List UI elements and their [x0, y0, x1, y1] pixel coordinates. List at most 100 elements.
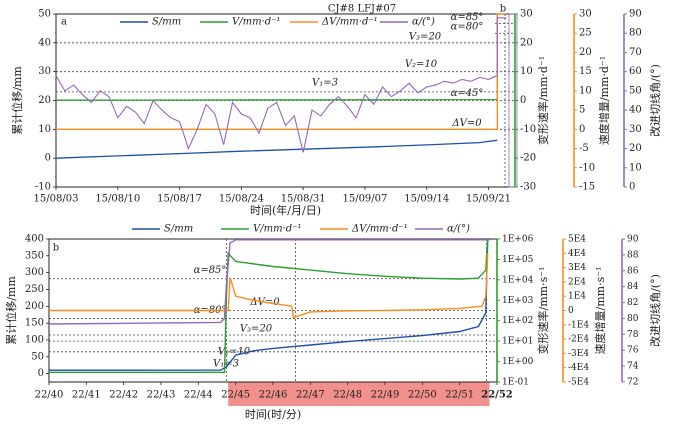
panel-b-axis-V-tick-label-5: 1E+04 — [502, 275, 534, 285]
panel-a-axis-dV-tick-label-3: 0 — [579, 124, 585, 135]
panel-a-axis-V-label: 变形速率/mm·d⁻¹ — [536, 56, 550, 145]
panel-b-axis-V-tick-label-3: 1E+02 — [502, 316, 533, 326]
panel-a-axis-dV-tick-label-2: -5 — [579, 143, 589, 154]
panel-b-series-dV — [49, 253, 489, 319]
panel-b-ylabel-S: 累计位移/mm — [4, 276, 18, 345]
panel-b-ytick-S-label-2: 100 — [25, 334, 44, 345]
panel-a-xtick-label-5: 15/09/07 — [342, 194, 387, 205]
panel-a-xtick-label-6: 15/09/14 — [404, 194, 449, 205]
panel-b-axis-dV-tick-label-6: 1E4 — [568, 292, 586, 302]
panel-a-series-alpha — [55, 17, 507, 153]
panel-b-axis-V-label: 变形速率/mm·s⁻¹ — [536, 267, 550, 355]
panel-b-xtick-label-7: 22/47 — [296, 390, 325, 401]
panel-a-ytick-S-label-1: 0 — [45, 153, 51, 164]
panel-a-ref-label-1: V₂=10 — [405, 59, 438, 70]
panel-a-axis-dV-tick-label-5: 10 — [579, 85, 592, 96]
panel-b-xtick-label-1: 22/41 — [72, 390, 101, 401]
panel-a-axis-V-tick-label-3: 0 — [520, 95, 526, 106]
panel-a-axis-alpha-tick-label-8: 80 — [629, 28, 642, 39]
panel-b-xtick-label-5: 22/45 — [221, 390, 250, 401]
panel-b-axis-dV-tick-label-4: -1E4 — [568, 320, 589, 330]
panel-a-axis-V-tick-label-5: 20 — [520, 37, 533, 48]
panel-a-axis-dV-tick-label-0: -15 — [579, 182, 595, 193]
panel-a-top-text: CJ#8 LFJ#07 — [328, 4, 396, 15]
panel-a-ylabel-S: 累计位移/mm — [10, 66, 24, 135]
panel-b-axis-V-tick-label-1: 1E+00 — [502, 357, 534, 367]
panel-b-axis-alpha-tick-label-3: 78 — [627, 330, 639, 340]
panel-b-legend-label-0: S/mm — [164, 224, 193, 235]
panel-b-axis-alpha-tick-label-7: 86 — [627, 266, 639, 276]
panel-b-ytick-S-label-8: 400 — [25, 234, 44, 245]
panel-b-axis-alpha-tick-label-6: 84 — [627, 282, 639, 292]
panel-b-series-S — [48, 238, 489, 371]
panel-b-axis-V-tick-label-6: 1E+05 — [502, 255, 534, 265]
panel-b-xlabel: 时间(时/分) — [245, 408, 301, 421]
panel-b-axis-alpha-tick-label-9: 90 — [627, 235, 639, 245]
panel-b-legend-label-2: ΔV/mm·d⁻¹ — [351, 224, 408, 235]
panel-b-ref-label-0: α=85° — [194, 265, 227, 276]
panel-a-axis-alpha-tick-label-7: 70 — [629, 47, 642, 58]
panel-a-axis-dV-tick-label-6: 15 — [579, 66, 592, 77]
panel-a-axis-alpha-tick-label-9: 90 — [629, 9, 642, 20]
panel-b-xtick-label-9: 22/49 — [371, 390, 400, 401]
panel-a-ref-label-0: V₃=20 — [409, 31, 442, 42]
panel-a-ref-label-2: V₁=3 — [312, 77, 338, 88]
panel-a-inset-label: b — [500, 4, 506, 15]
panel-a-axis-dV-tick-label-4: 5 — [579, 105, 585, 116]
panel-a-axis-alpha-tick-label-3: 30 — [629, 124, 642, 135]
panel-a-ytick-S-label-2: 10 — [38, 124, 51, 135]
panel-b-axis-alpha-tick-label-5: 82 — [627, 298, 638, 308]
panel-b-ref-label-3: V₃=20 — [240, 323, 273, 334]
panel-a-xlabel: 时间(年/月/日) — [250, 203, 321, 217]
panel-a-axis-dV-tick-label-9: 30 — [579, 9, 592, 20]
panel-b-axis-dV-tick-label-1: -4E4 — [568, 363, 589, 373]
panel-a-xtick-label-0: 15/08/03 — [34, 194, 79, 205]
panel-a-axis-alpha-label: 改进切线角/(°) — [648, 64, 662, 137]
panel-b-ytick-S-label-6: 300 — [25, 267, 44, 278]
panel-b-axis-dV-label: 速度增量/mm·s⁻¹ — [593, 267, 607, 355]
panel-b-axis-alpha-tick-label-0: 72 — [627, 378, 638, 388]
panel-b-axis-V-tick-label-7: 1E+06 — [502, 235, 534, 245]
panel-b-xtick-label-11: 22/51 — [445, 390, 474, 401]
panel-a-xtick-label-1: 15/08/10 — [95, 194, 140, 205]
panel-a-series-V — [55, 13, 507, 101]
panel-a-axis-dV-tick-label-8: 25 — [579, 28, 592, 39]
panel-b-xtick-label-2: 22/42 — [109, 390, 138, 401]
panel-a-xtick-label-2: 15/08/17 — [157, 194, 202, 205]
panel-b-axis-alpha-tick-label-1: 74 — [627, 362, 639, 372]
panel-b-xtick-label-12: 22/52 — [481, 390, 513, 401]
panel-b-ytick-S-label-5: 250 — [25, 284, 44, 295]
panel-b-ytick-S-label-4: 200 — [25, 301, 44, 312]
panel-a-ytick-S-label-6: 50 — [38, 9, 51, 20]
panel-a-ytick-S-label-5: 40 — [38, 37, 51, 48]
panel-a-axis-dV-tick-label-1: -10 — [579, 162, 595, 173]
panel-b-legend-label-3: α/(°) — [447, 224, 470, 235]
panel-a-axis-V-tick-label-1: -20 — [520, 153, 536, 164]
panel-b-axis-V-tick-label-2: 1E+01 — [502, 337, 533, 347]
panel-b-axis-dV-tick-label-8: 3E4 — [568, 263, 586, 273]
panel-a-legend-label-1: V/mm·d⁻¹ — [232, 17, 280, 28]
panel-a-xtick-label-4: 15/08/31 — [281, 194, 326, 205]
panel-a-label: a — [61, 17, 67, 28]
panel-a-ytick-S-label-3: 20 — [38, 95, 51, 106]
panel-a-legend-label-3: α/(°) — [412, 17, 435, 28]
panel-b-axis-dV-tick-label-3: -2E4 — [568, 335, 589, 345]
panel-a-axis-V-tick-label-2: -10 — [520, 124, 536, 135]
panel-b-label: b — [53, 243, 59, 254]
panel-a-xtick-label-7: 15/09/21 — [466, 194, 511, 205]
panel-b-xtick-label-0: 22/40 — [35, 390, 64, 401]
panel-a-legend-label-0: S/mm — [152, 17, 181, 28]
panel-b-legend-label-1: V/mm·d⁻¹ — [253, 224, 301, 235]
panel-b-xtick-label-3: 22/43 — [147, 390, 176, 401]
panel-b-axis-dV-tick-label-2: -3E4 — [568, 349, 589, 359]
panel-b-xtick-label-10: 22/50 — [408, 390, 437, 401]
panel-b-axis-alpha-tick-label-8: 88 — [627, 250, 639, 260]
panel-b-ytick-S-label-1: 50 — [31, 351, 44, 362]
panel-b-axis-dV-tick-label-0: -5E4 — [568, 378, 589, 388]
panel-b-xtick-label-6: 22/46 — [259, 390, 288, 401]
panel-a-axis-alpha-tick-label-4: 40 — [629, 105, 642, 116]
panel-b-axis-alpha-label: 改进切线角/(°) — [648, 274, 662, 347]
panel-b-axis-dV-tick-label-9: 4E4 — [568, 249, 586, 259]
panel-a-axis-alpha-tick-label-5: 50 — [629, 85, 642, 96]
